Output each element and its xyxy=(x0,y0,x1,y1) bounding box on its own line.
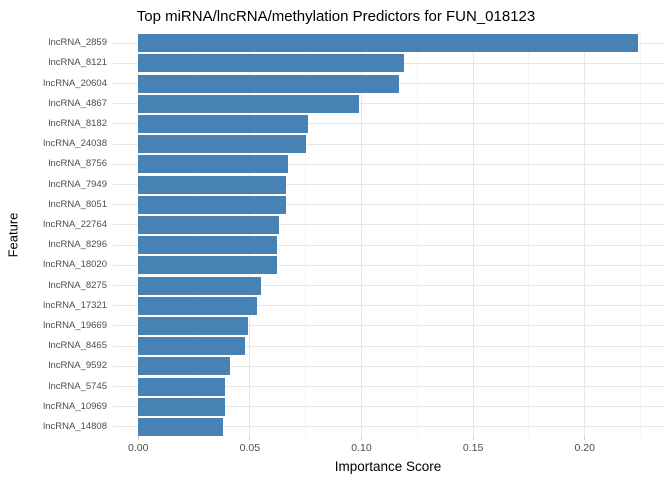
major-gridline-vertical xyxy=(137,33,139,437)
minor-gridline-vertical xyxy=(193,33,195,437)
x-tick-label: 0.15 xyxy=(462,442,484,454)
bar xyxy=(138,397,226,416)
major-gridline-horizontal xyxy=(113,224,664,226)
major-gridline-horizontal xyxy=(113,244,664,246)
bar xyxy=(138,155,288,174)
y-tick-label: lncRNA_19669 xyxy=(43,319,107,331)
bar xyxy=(138,175,286,194)
x-axis-tick xyxy=(472,437,474,440)
bar xyxy=(138,276,261,295)
y-tick-label: lncRNA_9592 xyxy=(48,360,107,372)
bar xyxy=(138,236,277,255)
chart-title: Top miRNA/lncRNA/methylation Predictors … xyxy=(136,8,536,25)
major-gridline-horizontal xyxy=(113,305,664,307)
major-gridline-horizontal xyxy=(113,426,664,428)
plot-panel xyxy=(113,33,664,437)
major-gridline-horizontal xyxy=(113,184,664,185)
major-gridline-horizontal xyxy=(113,163,664,165)
y-tick-label: lncRNA_8275 xyxy=(48,279,107,291)
major-gridline-horizontal xyxy=(113,406,664,408)
major-gridline-vertical xyxy=(472,33,474,437)
x-tick-label: 0.00 xyxy=(128,442,149,454)
x-tick-label: 0.05 xyxy=(239,442,261,454)
major-gridline-horizontal xyxy=(113,365,664,367)
y-tick-label: lncRNA_8182 xyxy=(48,117,107,129)
major-gridline-horizontal xyxy=(113,386,664,387)
y-tick-label: lncRNA_8465 xyxy=(48,340,107,352)
bar xyxy=(138,337,246,356)
bar xyxy=(138,135,306,154)
x-tick-label: 0.10 xyxy=(351,442,372,454)
bar xyxy=(138,256,277,275)
bar xyxy=(138,114,308,133)
major-gridline-vertical xyxy=(360,33,362,437)
bar xyxy=(138,34,639,53)
major-gridline-horizontal xyxy=(113,143,664,145)
bar xyxy=(138,377,226,396)
y-tick-label: lncRNA_10969 xyxy=(43,400,107,412)
y-tick-label: lncRNA_8296 xyxy=(48,239,107,251)
x-axis-tick xyxy=(360,437,362,440)
y-tick-label: lncRNA_4867 xyxy=(48,97,107,109)
y-tick-label: lncRNA_8756 xyxy=(48,158,107,170)
y-tick-label: lncRNA_7949 xyxy=(48,178,107,190)
y-tick-label: lncRNA_18020 xyxy=(43,259,107,271)
bar xyxy=(138,215,279,234)
y-tick-label: lncRNA_17321 xyxy=(43,299,107,311)
x-tick-label: 0.20 xyxy=(574,442,595,454)
major-gridline-horizontal xyxy=(113,345,664,347)
major-gridline-vertical xyxy=(249,33,251,437)
x-axis-title: Importance Score xyxy=(334,459,442,474)
major-gridline-horizontal xyxy=(113,264,664,266)
y-tick-label: lncRNA_8121 xyxy=(48,57,107,69)
x-axis-tick xyxy=(249,437,251,440)
bar xyxy=(138,94,360,113)
bar xyxy=(138,417,224,436)
major-gridline-horizontal xyxy=(113,204,664,206)
y-tick-label: lncRNA_22764 xyxy=(43,218,107,230)
major-gridline-horizontal xyxy=(113,285,664,286)
y-tick-label: lncRNA_14808 xyxy=(43,420,107,432)
minor-gridline-vertical xyxy=(528,33,530,437)
bar xyxy=(138,357,230,376)
x-axis-tick xyxy=(137,437,139,440)
bar xyxy=(138,54,404,73)
bar xyxy=(138,316,248,335)
bar xyxy=(138,296,257,315)
y-tick-label: lncRNA_24038 xyxy=(43,138,107,150)
major-gridline-horizontal xyxy=(113,123,664,125)
major-gridline-vertical xyxy=(584,33,586,437)
x-axis-tick xyxy=(584,437,586,440)
minor-gridline-vertical xyxy=(640,33,642,437)
bar xyxy=(138,195,286,214)
major-gridline-horizontal xyxy=(113,325,664,327)
minor-gridline-vertical xyxy=(416,33,418,437)
y-tick-label: lncRNA_5745 xyxy=(48,380,107,392)
major-gridline-horizontal xyxy=(113,103,664,105)
y-tick-label: lncRNA_2859 xyxy=(48,37,107,49)
y-tick-label: lncRNA_8051 xyxy=(48,198,107,210)
y-tick-label: lncRNA_20604 xyxy=(43,77,107,89)
minor-gridline-vertical xyxy=(305,33,307,437)
bar xyxy=(138,74,400,93)
